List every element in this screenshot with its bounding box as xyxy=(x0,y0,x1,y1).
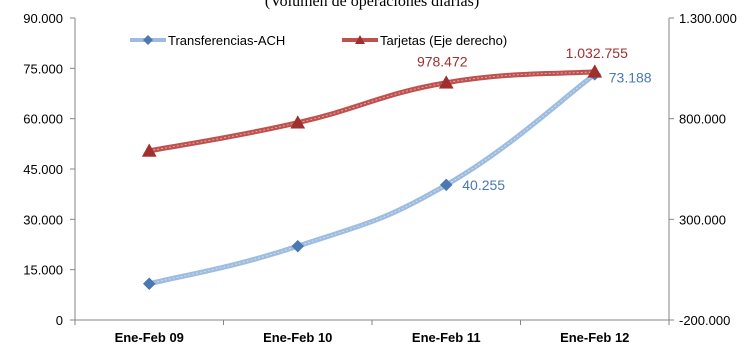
category-label: Ene-Feb 10 xyxy=(263,330,332,345)
right-tick-label: 300.000 xyxy=(679,212,726,227)
series-line xyxy=(146,71,598,287)
series-line-texture xyxy=(149,71,595,152)
series-layer xyxy=(141,64,603,291)
data-point xyxy=(438,75,454,89)
data-label: 978.472 xyxy=(417,54,468,70)
category-labels: Ene-Feb 09 Ene-Feb 10 Ene-Feb 11 Ene-Feb 12 xyxy=(115,330,630,345)
legend: Transferencias-ACH Tarjetas (Eje derecho… xyxy=(130,33,507,48)
series-line-texture xyxy=(149,74,596,285)
data-point xyxy=(291,239,305,253)
category-label: Ene-Feb 11 xyxy=(412,330,481,345)
left-tick-label: 15.000 xyxy=(23,263,63,278)
left-tick-label: 75.000 xyxy=(23,61,63,76)
data-point xyxy=(290,115,306,129)
left-tick-label: 45.000 xyxy=(23,162,63,177)
right-tick-label: -200.000 xyxy=(679,313,730,328)
left-tick-label: 0 xyxy=(56,313,63,328)
left-tick-label: 60.000 xyxy=(23,112,63,127)
chart-title: (Volumen de operaciones diarias) xyxy=(265,0,479,10)
legend-marker-transferencias xyxy=(143,35,153,45)
data-point xyxy=(142,277,156,291)
legend-label-transferencias: Transferencias-ACH xyxy=(168,33,285,48)
legend-label-tarjetas: Tarjetas (Eje derecho) xyxy=(380,33,507,48)
left-axis-ticks: 0 15.000 30.000 45.000 60.000 75.000 90.000 xyxy=(23,11,75,328)
right-tick-label: 800.000 xyxy=(679,112,726,127)
legend-marker-tarjetas xyxy=(355,35,365,44)
data-point xyxy=(587,64,603,78)
series-tarjetas xyxy=(141,64,603,157)
right-axis-ticks: -200.000 300.000 800.000 1.300.000 xyxy=(669,11,737,328)
data-label: 40.255 xyxy=(462,177,505,193)
category-label: Ene-Feb 12 xyxy=(560,330,629,345)
data-label: 73.188 xyxy=(609,69,652,85)
data-point xyxy=(439,178,453,192)
data-point xyxy=(141,143,157,157)
category-label: Ene-Feb 09 xyxy=(115,330,184,345)
left-tick-label: 30.000 xyxy=(23,212,63,227)
data-labels: 40.255 73.188 978.472 1.032.755 xyxy=(417,45,652,193)
right-tick-label: 1.300.000 xyxy=(679,11,737,26)
data-label: 1.032.755 xyxy=(566,45,628,61)
left-tick-label: 90.000 xyxy=(23,11,63,26)
